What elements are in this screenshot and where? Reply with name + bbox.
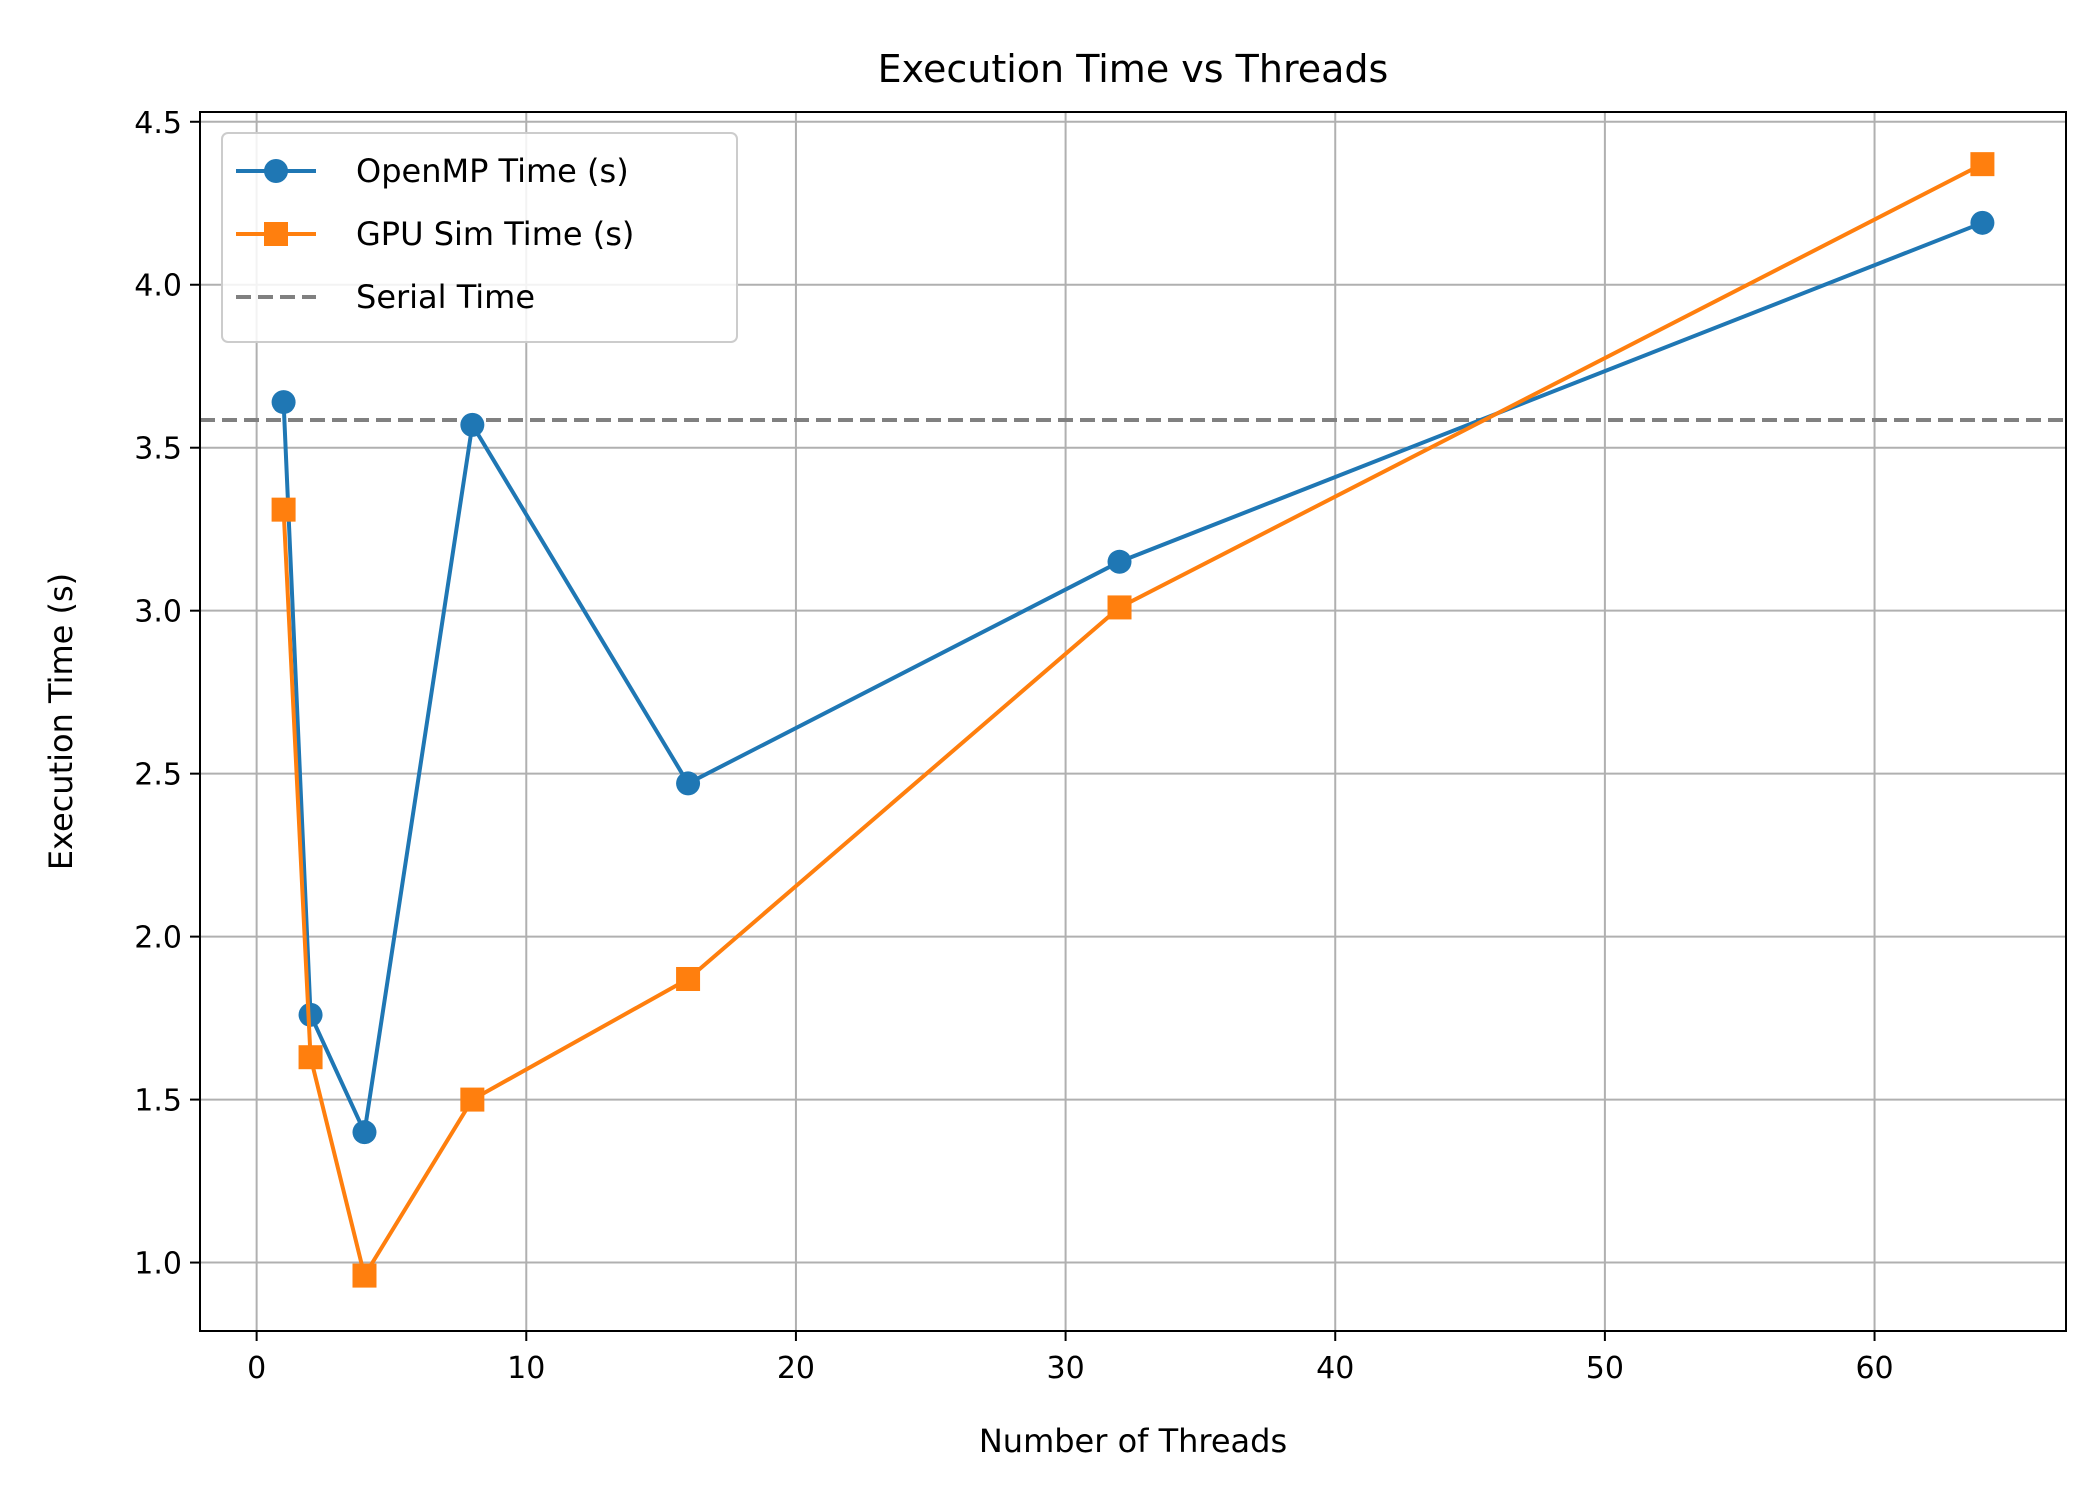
y-tick-label: 1.5 — [134, 1084, 182, 1119]
data-point — [460, 412, 485, 437]
y-tick-label: 2.0 — [134, 921, 182, 956]
data-point — [271, 497, 296, 522]
x-tick-label: 60 — [1855, 1351, 1893, 1386]
x-tick-label: 10 — [507, 1351, 545, 1386]
x-tick-label: 50 — [1586, 1351, 1624, 1386]
legend-marker-circle — [264, 159, 288, 183]
x-tick-label: 20 — [777, 1351, 815, 1386]
data-point — [1107, 549, 1132, 574]
legend-label-2: GPU Sim Time (s) — [356, 215, 634, 253]
grid — [200, 112, 2066, 1331]
chart-title: Execution Time vs Threads — [878, 47, 1389, 91]
data-point — [676, 966, 701, 991]
legend-label-3: Serial Time — [356, 278, 535, 316]
legend-marker-square — [264, 222, 288, 246]
data-point — [676, 771, 701, 796]
data-point — [271, 390, 296, 415]
data-point — [298, 1045, 323, 1070]
x-tick-label: 40 — [1316, 1351, 1354, 1386]
data-point — [1970, 152, 1995, 177]
y-axis-label: Execution Time (s) — [42, 573, 80, 870]
series-layer — [200, 152, 2066, 1288]
data-point — [352, 1263, 377, 1288]
legend-label-1: OpenMP Time (s) — [356, 152, 629, 190]
y-tick-label: 4.5 — [134, 106, 182, 141]
y-tick-label: 4.0 — [134, 269, 182, 304]
x-tick-label: 30 — [1046, 1351, 1084, 1386]
data-point — [460, 1087, 485, 1112]
plot-frame — [199, 111, 2067, 1332]
y-tick-label: 3.5 — [134, 432, 182, 467]
data-point — [1970, 210, 1995, 235]
legend-box — [221, 132, 738, 343]
x-tick-label: 0 — [247, 1351, 266, 1386]
legend: OpenMP Time (s) GPU Sim Time (s) Serial Ti… — [221, 132, 738, 343]
data-point — [352, 1120, 377, 1145]
data-point — [298, 1002, 323, 1027]
y-tick-label: 2.5 — [134, 758, 182, 793]
x-axis-label: Number of Threads — [979, 1422, 1287, 1460]
axis-ticks: 0 10 20 30 40 50 60 1.0 1.5 2.0 2.5 3.0 3.5 4.0 4.5 — [134, 106, 1893, 1386]
data-point — [1107, 595, 1132, 620]
y-tick-label: 1.0 — [134, 1247, 182, 1282]
y-tick-label: 3.0 — [134, 595, 182, 630]
